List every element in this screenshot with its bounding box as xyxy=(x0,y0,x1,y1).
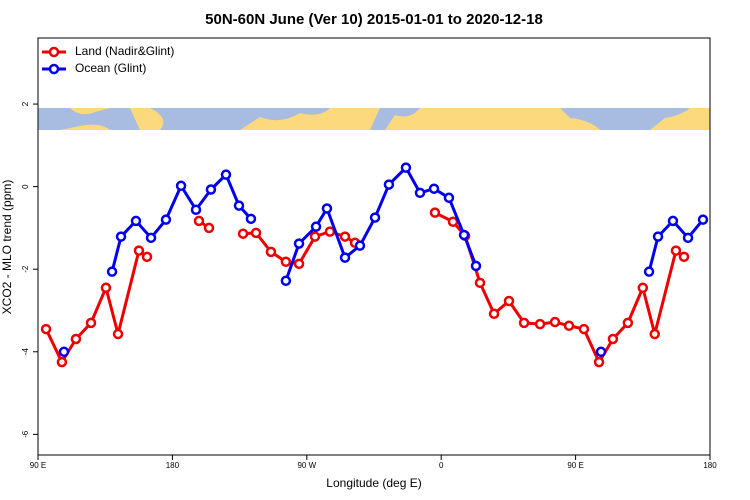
point xyxy=(190,204,202,216)
point xyxy=(428,183,440,194)
point xyxy=(649,328,660,340)
point xyxy=(310,221,322,232)
point xyxy=(667,215,679,227)
point xyxy=(652,231,664,242)
point xyxy=(321,203,333,214)
legend-marker xyxy=(48,46,60,58)
point xyxy=(175,180,187,192)
point xyxy=(112,328,124,340)
point xyxy=(637,282,649,294)
x-axis-label: Longitude (deg E) xyxy=(326,476,421,490)
point xyxy=(205,184,217,195)
map-strip xyxy=(38,108,710,130)
point xyxy=(549,316,561,328)
legend-label: Land (Nadir&Glint) xyxy=(75,44,174,58)
point xyxy=(280,275,292,287)
point xyxy=(414,187,426,199)
point xyxy=(578,323,590,335)
y-tick-label: 2 xyxy=(21,101,30,106)
point xyxy=(643,266,655,277)
y-tick-label: -4 xyxy=(21,348,30,356)
point xyxy=(563,320,575,332)
x-tick-label: 90 E xyxy=(30,461,46,470)
point xyxy=(293,238,305,249)
point xyxy=(245,213,257,225)
y-tick-label: 0 xyxy=(21,184,30,189)
point xyxy=(518,317,530,329)
point xyxy=(115,231,127,242)
point xyxy=(160,214,172,225)
x-tick-label: 180 xyxy=(703,461,717,470)
point xyxy=(70,333,82,345)
point xyxy=(622,317,634,329)
y-axis-label: XCO2 - MLO trend (ppm) xyxy=(0,180,14,315)
point xyxy=(106,266,118,277)
x-tick-label: 180 xyxy=(166,461,180,470)
point xyxy=(193,215,205,227)
point xyxy=(324,226,336,237)
point xyxy=(369,212,381,223)
legend-marker xyxy=(48,63,60,75)
point xyxy=(220,169,232,180)
point xyxy=(488,308,500,320)
x-tick-label: 0 xyxy=(439,461,444,470)
point xyxy=(534,318,546,330)
point xyxy=(400,162,412,173)
point xyxy=(100,282,112,294)
point xyxy=(458,229,470,241)
point xyxy=(145,232,157,244)
point xyxy=(265,246,277,258)
point xyxy=(293,258,305,270)
series-line xyxy=(44,211,685,366)
y-tick-label: -6 xyxy=(21,430,30,438)
point xyxy=(443,192,455,204)
point xyxy=(678,251,690,263)
point xyxy=(309,231,321,242)
point xyxy=(383,179,395,190)
point xyxy=(697,214,709,225)
plot-frame xyxy=(37,37,711,456)
y-tick-label: -2 xyxy=(21,265,30,273)
point xyxy=(233,200,245,211)
point xyxy=(593,356,605,368)
point xyxy=(354,240,366,251)
point xyxy=(40,323,52,335)
point xyxy=(670,245,682,256)
point xyxy=(237,228,249,239)
x-tick-label: 90 E xyxy=(567,461,583,470)
legend-label: Ocean (Glint) xyxy=(75,61,146,75)
point xyxy=(474,277,486,289)
point xyxy=(280,256,292,268)
point xyxy=(339,231,351,242)
point xyxy=(141,251,153,263)
point xyxy=(503,295,515,307)
point xyxy=(470,260,482,272)
point xyxy=(133,245,145,256)
point xyxy=(85,317,97,329)
point xyxy=(58,346,70,358)
point xyxy=(203,222,215,234)
point xyxy=(56,356,68,368)
point xyxy=(429,207,441,218)
point xyxy=(250,227,262,239)
point xyxy=(339,252,351,263)
point xyxy=(607,333,619,345)
point xyxy=(682,232,694,244)
point xyxy=(130,215,142,227)
x-tick-label: 90 W xyxy=(297,461,316,470)
point xyxy=(595,346,607,358)
point xyxy=(447,216,459,227)
chart-title: 50N-60N June (Ver 10) 2015-01-01 to 2020… xyxy=(205,11,543,28)
